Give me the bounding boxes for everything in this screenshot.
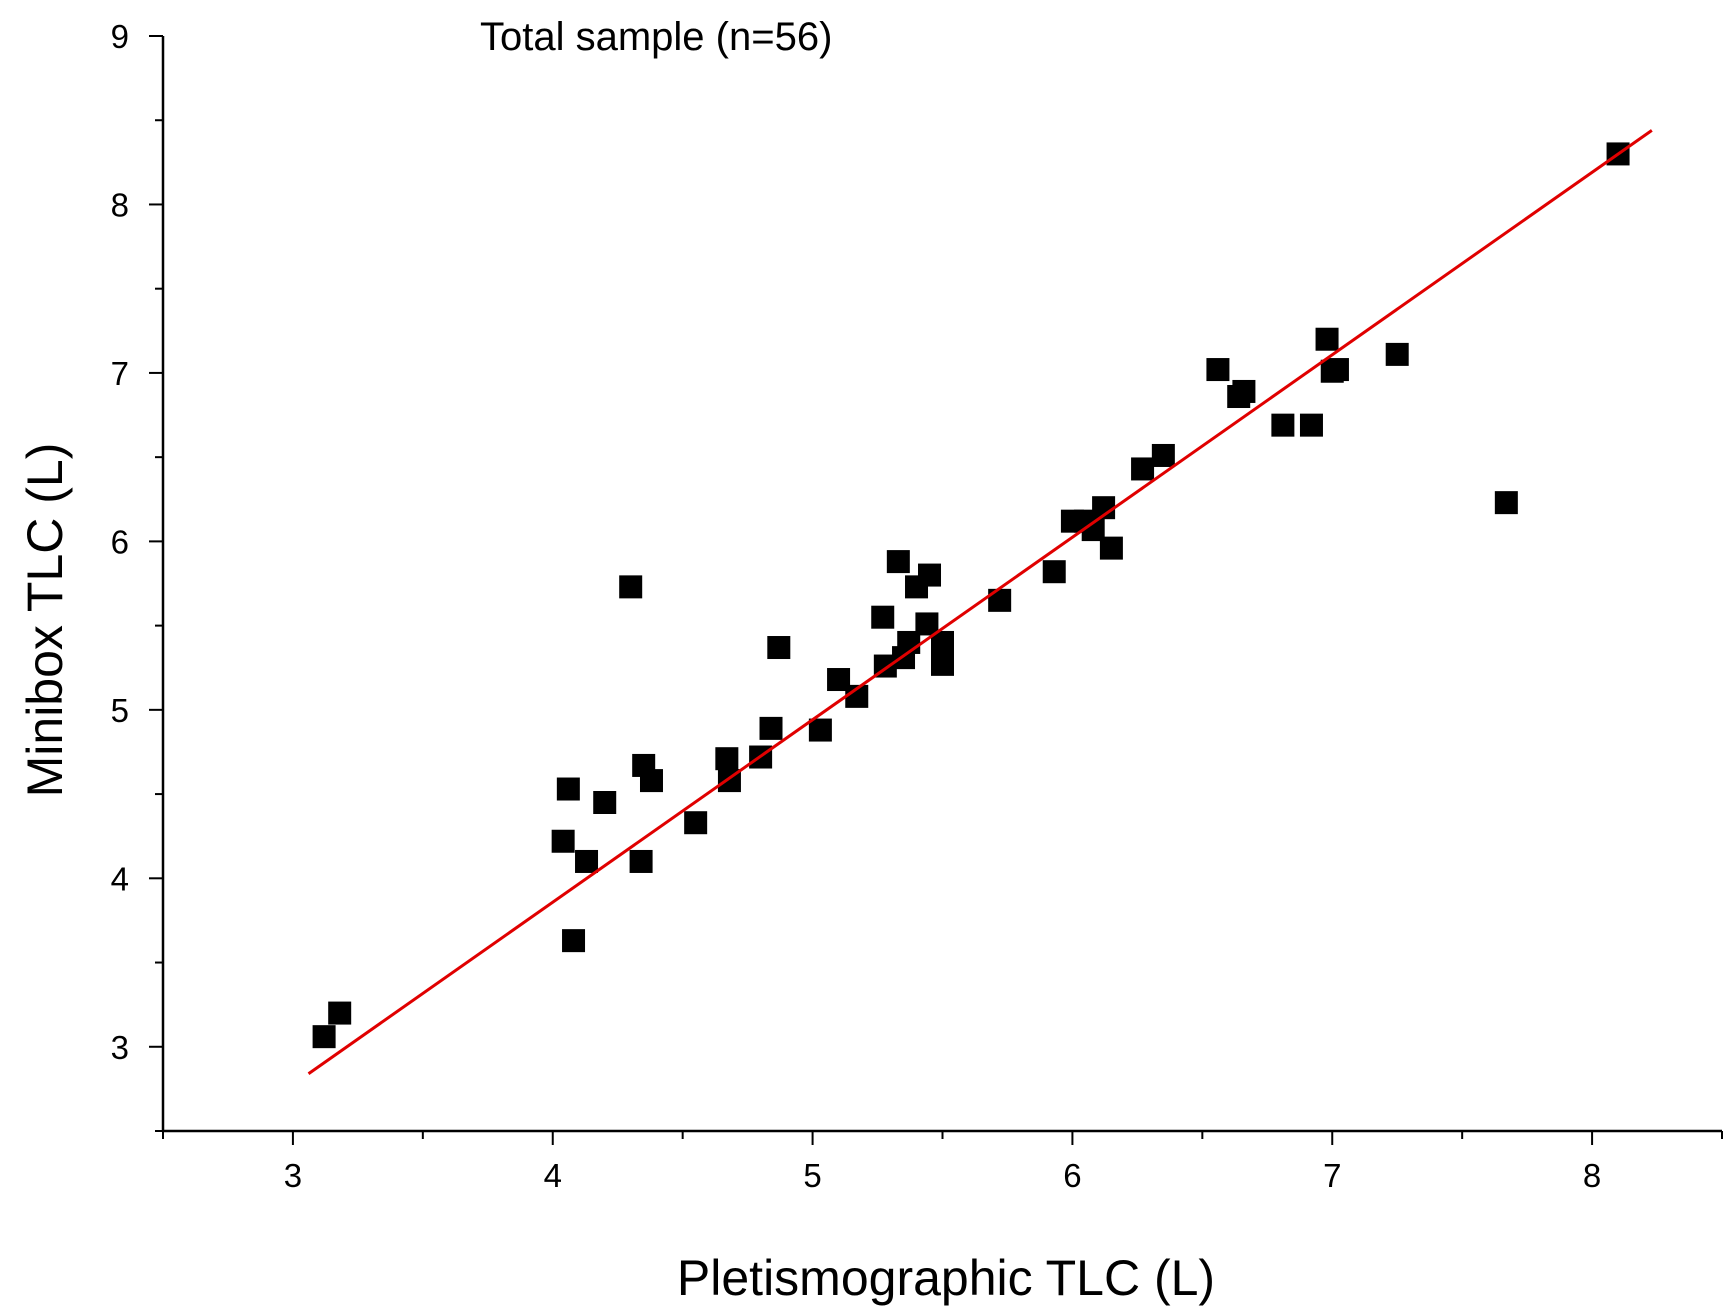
data-point (918, 563, 942, 587)
x-tick-label: 5 (803, 1157, 821, 1194)
data-point (1081, 518, 1105, 542)
data-point (629, 849, 653, 873)
data-point (1299, 413, 1323, 437)
x-tick-label: 3 (284, 1157, 302, 1194)
data-point (1151, 443, 1175, 467)
x-tick-label: 7 (1323, 1157, 1341, 1194)
data-point (1131, 457, 1155, 481)
y-tick-label: 4 (111, 860, 129, 897)
data-point (684, 811, 708, 835)
axes: 3 4 5 6 7 8 3 4 5 6 7 8 9 (111, 18, 1723, 1194)
x-tick-label: 4 (544, 1157, 562, 1194)
data-point (328, 1001, 352, 1025)
y-tick-label: 8 (111, 186, 129, 223)
data-point (931, 652, 954, 676)
data-point (639, 769, 663, 793)
data-point (1494, 491, 1518, 515)
data-point (715, 747, 739, 771)
x-tick-label: 8 (1583, 1157, 1601, 1194)
data-point (988, 588, 1012, 612)
data-point (845, 684, 869, 708)
data-point (1271, 413, 1295, 437)
data-points (312, 142, 1630, 1049)
data-point (915, 612, 939, 636)
data-point (767, 636, 791, 660)
data-point (1092, 496, 1116, 520)
data-point (1315, 327, 1339, 351)
data-point (1042, 560, 1066, 584)
regression-line (307, 129, 1653, 1075)
data-point (556, 777, 580, 801)
data-point (1232, 379, 1256, 403)
data-point (1206, 358, 1230, 382)
y-tick-label: 3 (111, 1029, 129, 1066)
data-point (931, 630, 954, 654)
data-point (1385, 342, 1409, 366)
fit-line (307, 129, 1653, 1075)
chart-title: Total sample (n=56) (480, 15, 832, 59)
data-point (562, 929, 586, 953)
data-point (808, 718, 832, 742)
data-point (871, 605, 895, 629)
data-point (593, 791, 617, 814)
data-point (1099, 536, 1123, 560)
data-point (551, 829, 575, 853)
x-tick-label: 6 (1063, 1157, 1081, 1194)
data-point (759, 716, 783, 740)
data-point (619, 575, 643, 599)
data-point (886, 550, 910, 574)
data-point (1325, 358, 1349, 382)
data-point (312, 1025, 336, 1049)
x-axis-title: Pletismographic TLC (L) (677, 1250, 1215, 1306)
y-tick-label: 9 (111, 18, 129, 55)
y-tick-label: 5 (111, 692, 129, 729)
y-tick-label: 6 (111, 523, 129, 560)
data-point (827, 668, 851, 692)
data-point (575, 849, 599, 873)
y-axis-title: Minibox TLC (L) (17, 443, 73, 798)
y-tick-label: 7 (111, 355, 129, 392)
